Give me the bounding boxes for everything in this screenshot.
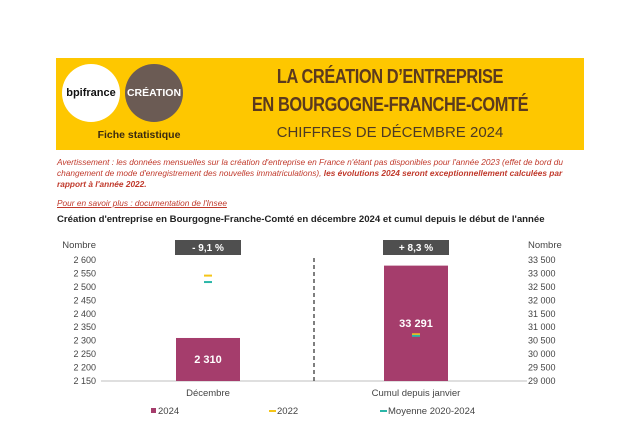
right-axis-tick: 29 500 <box>528 363 556 373</box>
left-axis-tick: 2 250 <box>73 349 96 359</box>
left-axis-tick: 2 300 <box>73 336 96 346</box>
page-title-line1: LA CRÉATION D’ENTREPRISE <box>276 66 504 88</box>
bar-2024 <box>176 337 240 381</box>
left-axis-tick: 2 550 <box>73 268 96 278</box>
creation-logo: CRÉATION <box>125 64 183 122</box>
right-axis-tick: 33 000 <box>528 268 556 278</box>
bar-value-label: 33 291 <box>399 318 433 330</box>
fiche-statistique-label: Fiche statistique <box>97 129 181 141</box>
bar-chart: Nombre Nombre 2 600 2 550 2 500 2 450 2 400 2 3… <box>62 240 562 417</box>
legend-label: Moyenne 2020-2024 <box>388 406 475 417</box>
left-axis-tick: 2 200 <box>73 363 96 373</box>
bpifrance-logo: bpifrance <box>62 64 120 122</box>
change-badge <box>175 240 241 255</box>
right-axis-unit: Nombre <box>528 240 562 251</box>
warning-bold-text: les évolutions 2024 seront exceptionnell… <box>57 168 563 189</box>
right-axis-tick: 31 500 <box>528 309 556 319</box>
page-subtitle: CHIFFRES DE DÉCEMBRE 2024 <box>276 124 504 141</box>
insee-documentation-link[interactable]: Pour en savoir plus : documentation de l… <box>57 198 227 208</box>
change-badge <box>383 240 449 255</box>
bar-2024 <box>384 265 448 381</box>
legend-label: 2024 <box>158 406 179 417</box>
warning-note: Avertissement : les données mensuelles s… <box>57 157 587 190</box>
left-axis-tick: 2 150 <box>73 376 96 386</box>
right-axis-tick: 30 500 <box>528 336 556 346</box>
right-axis-tick: 31 000 <box>528 322 556 332</box>
bar-value-label: 2 310 <box>194 354 222 366</box>
page-title-line2: EN BOURGOGNE-FRANCHE-COMTÉ <box>251 94 529 116</box>
bpifrance-logo-text: bpifrance <box>66 87 116 99</box>
right-axis-tick: 32 500 <box>528 282 556 292</box>
category-label: Cumul depuis janvier <box>372 388 461 399</box>
left-axis-unit: Nombre <box>62 240 96 251</box>
change-badge-text: - 9,1 % <box>192 243 224 254</box>
left-axis-tick: 2 350 <box>73 322 96 332</box>
left-axis-tick: 2 450 <box>73 295 96 305</box>
right-axis-tick: 33 500 <box>528 255 556 265</box>
legend-label: 2022 <box>277 406 298 417</box>
left-axis-tick: 2 400 <box>73 309 96 319</box>
category-label: Décembre <box>186 388 230 399</box>
left-axis-tick: 2 600 <box>73 255 96 265</box>
warning-text: Avertissement : les données mensuelles s… <box>57 157 563 178</box>
creation-logo-text: CRÉATION <box>126 87 182 99</box>
change-badge-text: + 8,3 % <box>399 243 433 254</box>
right-axis-tick: 32 000 <box>528 295 556 305</box>
left-axis-tick: 2 500 <box>73 282 96 292</box>
right-axis-tick: 30 000 <box>528 349 556 359</box>
right-axis-tick: 29 000 <box>528 376 556 386</box>
legend-swatch-2024 <box>151 408 156 413</box>
chart-title: Création d'entreprise en Bourgogne-Franc… <box>57 214 545 225</box>
